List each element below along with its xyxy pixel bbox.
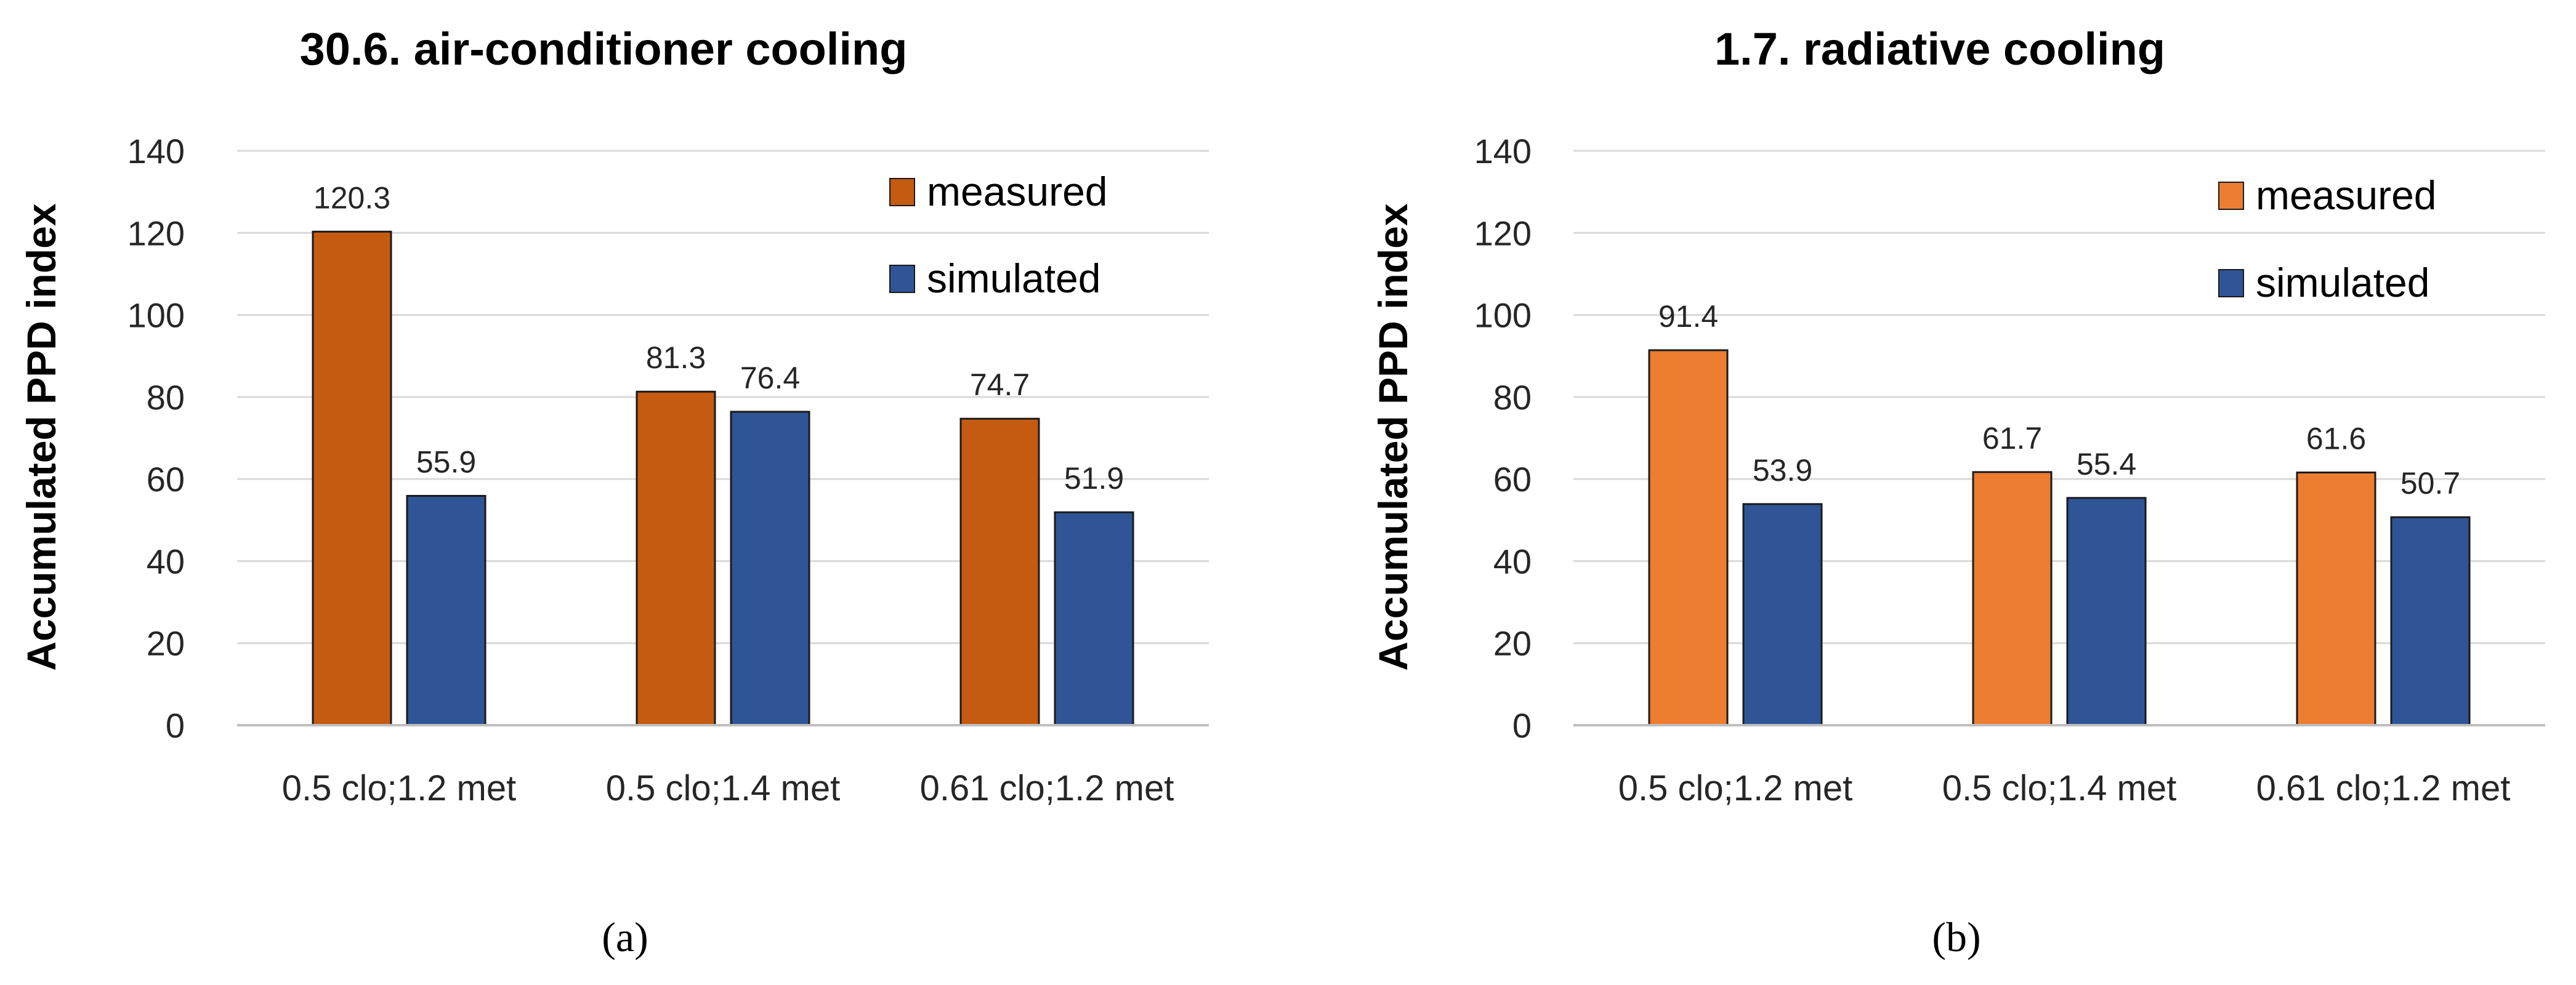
panel-label: (a)	[602, 914, 648, 960]
category-label: 0.61 clo;1.2 met	[920, 768, 1174, 808]
category-label: 0.5 clo;1.4 met	[606, 768, 840, 808]
bar-measured	[312, 230, 392, 726]
legend-swatch-measured	[889, 178, 915, 206]
y-axis-label: Accumulated PPD index	[1370, 203, 1416, 670]
chart-panel: 0 20 40 60 80 100 120 140 91.4 53.9 0.5 clo;1.2 me…	[1370, 23, 2545, 960]
data-label: 74.7	[970, 368, 1030, 402]
y-tick-label: 100	[127, 296, 185, 335]
bar-simulated	[2390, 516, 2471, 726]
y-tick-label: 100	[1474, 296, 1532, 335]
bar-measured	[1648, 349, 1729, 726]
data-label: 61.6	[2306, 421, 2366, 456]
legend-swatch-simulated	[2218, 269, 2244, 297]
data-label: 50.7	[2400, 466, 2460, 501]
legend-label-measured: measured	[2256, 172, 2437, 218]
legend-swatch-measured	[2218, 182, 2244, 210]
y-tick-label: 20	[147, 624, 185, 663]
data-label: 55.4	[2077, 447, 2136, 481]
chart-panel: 0 20 40 60 80 100 120 140 120.3 55.9 0.5 clo;1.2 m…	[18, 23, 1209, 960]
bar-simulated	[730, 411, 810, 726]
chart-title: 1.7. radiative cooling	[1714, 23, 2165, 74]
data-label: 53.9	[1753, 453, 1812, 488]
y-tick-label: 120	[1474, 214, 1532, 252]
bar-simulated	[1054, 511, 1134, 726]
category-label: 0.61 clo;1.2 met	[2256, 768, 2511, 808]
chart-title: 30.6. air-conditioner cooling	[300, 23, 908, 74]
y-tick-label: 40	[1493, 542, 1532, 581]
y-tick-label: 40	[147, 542, 185, 581]
data-label: 76.4	[740, 361, 800, 395]
y-tick-label: 140	[127, 132, 185, 171]
y-axis-label: Accumulated PPD index	[18, 203, 64, 670]
legend-label-simulated: simulated	[927, 255, 1100, 301]
y-tick-label: 140	[1474, 132, 1532, 171]
y-tick-label: 0	[166, 706, 185, 745]
legend-label-simulated: simulated	[2256, 260, 2429, 305]
data-label: 55.9	[416, 444, 476, 479]
y-tick-label: 0	[1512, 706, 1532, 745]
bar-measured	[2296, 471, 2376, 726]
category-label: 0.5 clo;1.2 met	[282, 768, 516, 808]
data-label: 91.4	[1658, 299, 1718, 334]
y-tick-label: 60	[1493, 460, 1532, 499]
y-tick-label: 20	[1493, 624, 1532, 663]
bar-simulated	[1742, 503, 1823, 726]
legend-swatch-simulated	[889, 265, 915, 293]
category-label: 0.5 clo;1.4 met	[1942, 768, 2176, 808]
data-label: 120.3	[313, 180, 390, 215]
bar-measured	[1972, 471, 2053, 726]
panel-label: (b)	[1932, 914, 1980, 960]
data-label: 61.7	[1982, 421, 2042, 456]
y-tick-label: 120	[127, 214, 185, 252]
bar-simulated	[2066, 497, 2147, 726]
data-label: 81.3	[646, 340, 706, 375]
bar-simulated	[406, 494, 487, 726]
category-label: 0.5 clo;1.2 met	[1618, 768, 1852, 808]
bar-measured	[959, 417, 1040, 726]
bar-measured	[636, 390, 716, 726]
data-label: 51.9	[1064, 461, 1124, 496]
y-tick-label: 60	[147, 460, 185, 499]
y-tick-label: 80	[147, 378, 185, 417]
legend-label-measured: measured	[927, 169, 1108, 214]
y-tick-label: 80	[1493, 378, 1532, 417]
